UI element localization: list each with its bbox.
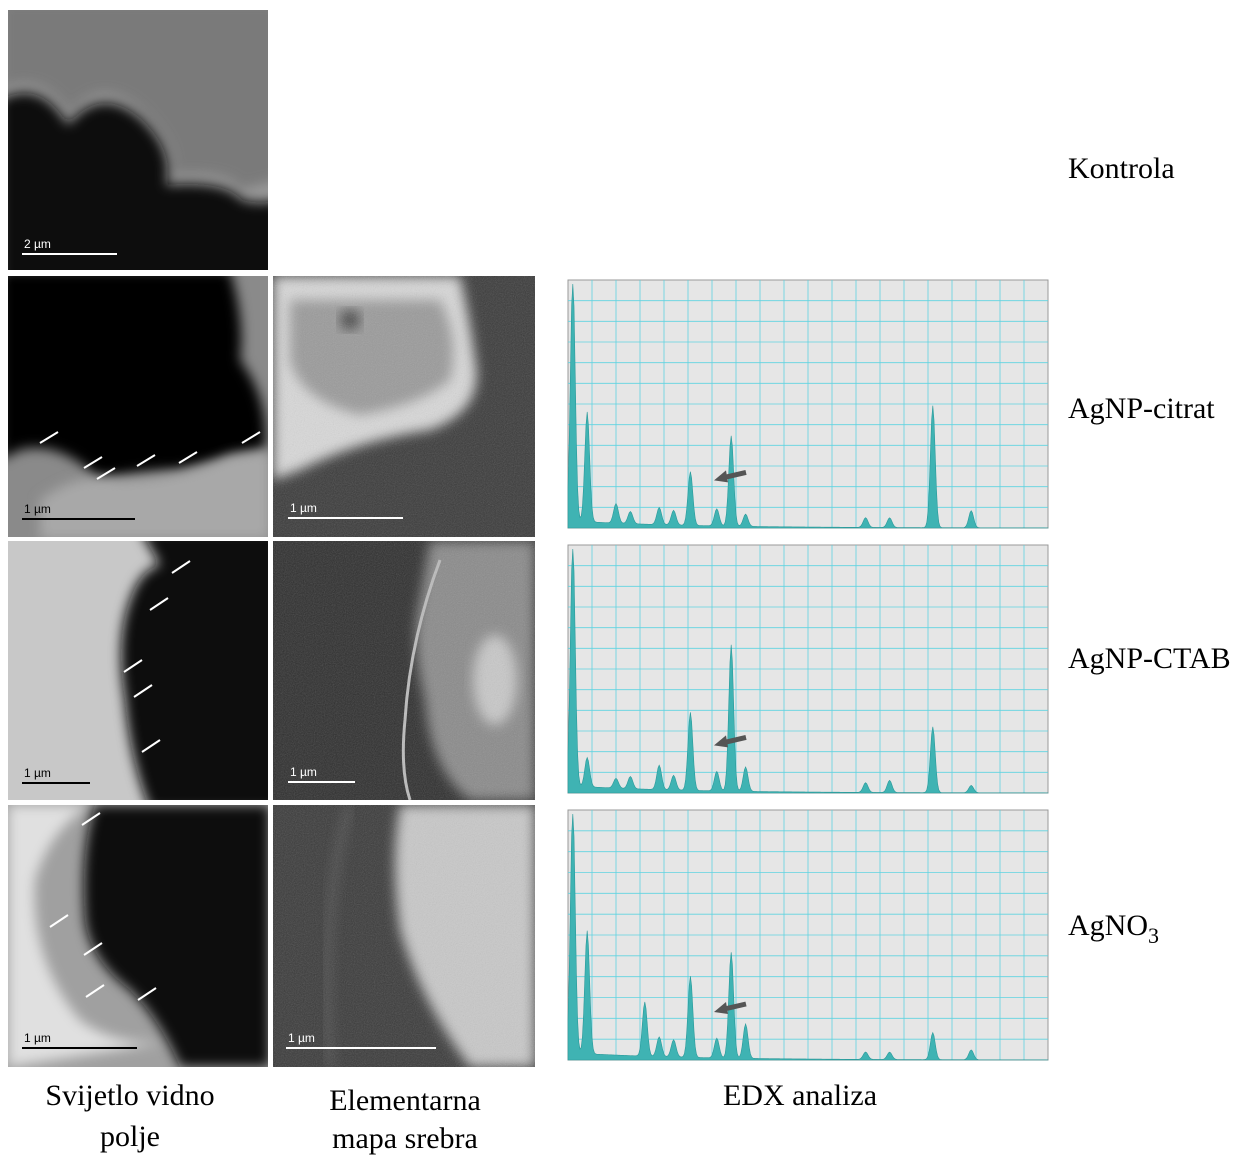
scale-bar-label: 1 µm (24, 502, 51, 516)
spectrum-arrow-head (714, 470, 728, 483)
spectrum (567, 813, 1049, 1061)
scale-bar-label: 2 µm (24, 237, 51, 251)
row-label: AgNO3 (1068, 909, 1159, 948)
column-label: Svijetlo vidno (45, 1079, 214, 1112)
spectrum-arrow-head (714, 1002, 728, 1014)
scale-bar-label: 1 µm (24, 766, 51, 780)
column-label: polje (100, 1120, 160, 1153)
column-label: EDX analiza (723, 1079, 877, 1112)
edx-spectra (567, 279, 1049, 1061)
scale-bar-label: 1 µm (290, 765, 317, 779)
column-label: Elementarna (329, 1084, 481, 1117)
row-label: AgNP-CTAB (1068, 642, 1231, 675)
element-map (273, 541, 535, 800)
column-label: mapa srebra (332, 1122, 478, 1155)
row-label: Kontrola (1068, 152, 1175, 185)
scale-bar-label: 1 µm (290, 501, 317, 515)
micrograph (8, 10, 268, 270)
spectrum (567, 548, 1049, 794)
micrograph (8, 805, 268, 1067)
spectrum-arrow-head (714, 735, 728, 748)
scale-bar-label: 1 µm (288, 1031, 315, 1045)
spectrum (567, 283, 1049, 529)
micrograph (8, 541, 268, 800)
row-label: AgNP-citrat (1068, 392, 1215, 425)
element-map (273, 805, 535, 1067)
element-map (273, 276, 535, 537)
micrograph (8, 276, 268, 537)
scale-bar-label: 1 µm (24, 1031, 51, 1045)
